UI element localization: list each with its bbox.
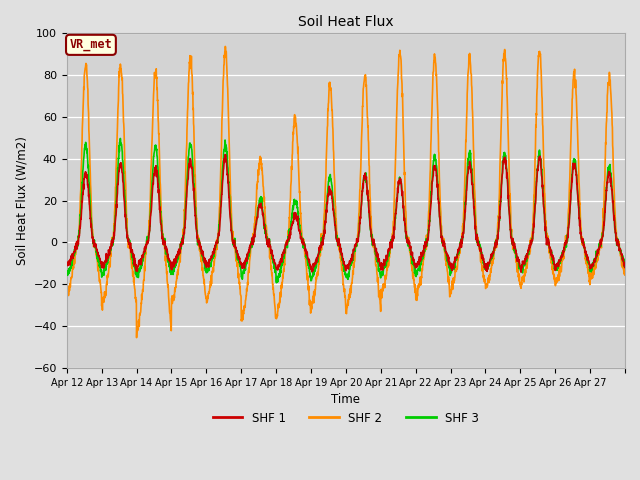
Y-axis label: Soil Heat Flux (W/m2): Soil Heat Flux (W/m2) [15,136,28,265]
SHF 1 [118,170,126,176]
SHF 2 [221,44,229,49]
SHF 2 [614,238,621,243]
SHF 1 [239,263,247,268]
SHF 3 [116,135,124,141]
SHF 3 [621,262,629,268]
SHF 1 [621,261,629,267]
SHF 3 [119,157,127,163]
SHF 2 [118,90,126,96]
SHF 1 [515,254,522,260]
SHF 3 [614,242,621,248]
SHF 1 [546,244,554,250]
Line: SHF 1: SHF 1 [67,155,625,272]
SHF 1 [63,260,70,266]
Line: SHF 2: SHF 2 [67,47,625,337]
SHF 2 [515,274,522,280]
SHF 2 [239,310,247,316]
SHF 2 [546,246,554,252]
SHF 3 [380,264,388,269]
Text: VR_met: VR_met [70,38,112,51]
SHF 3 [515,259,522,264]
SHF 1 [614,239,621,244]
SHF 2 [621,272,629,277]
SHF 2 [63,292,70,298]
Line: SHF 3: SHF 3 [67,138,625,283]
Title: Soil Heat Flux: Soil Heat Flux [298,15,394,29]
SHF 3 [63,272,70,278]
Legend: SHF 1, SHF 2, SHF 3: SHF 1, SHF 2, SHF 3 [208,407,484,429]
SHF 3 [273,280,280,286]
SHF 3 [546,245,554,251]
SHF 1 [380,262,387,267]
SHF 3 [239,268,247,274]
SHF 2 [380,285,388,290]
SHF 1 [517,269,525,275]
SHF 2 [132,335,140,340]
X-axis label: Time: Time [332,394,360,407]
SHF 1 [221,152,229,157]
